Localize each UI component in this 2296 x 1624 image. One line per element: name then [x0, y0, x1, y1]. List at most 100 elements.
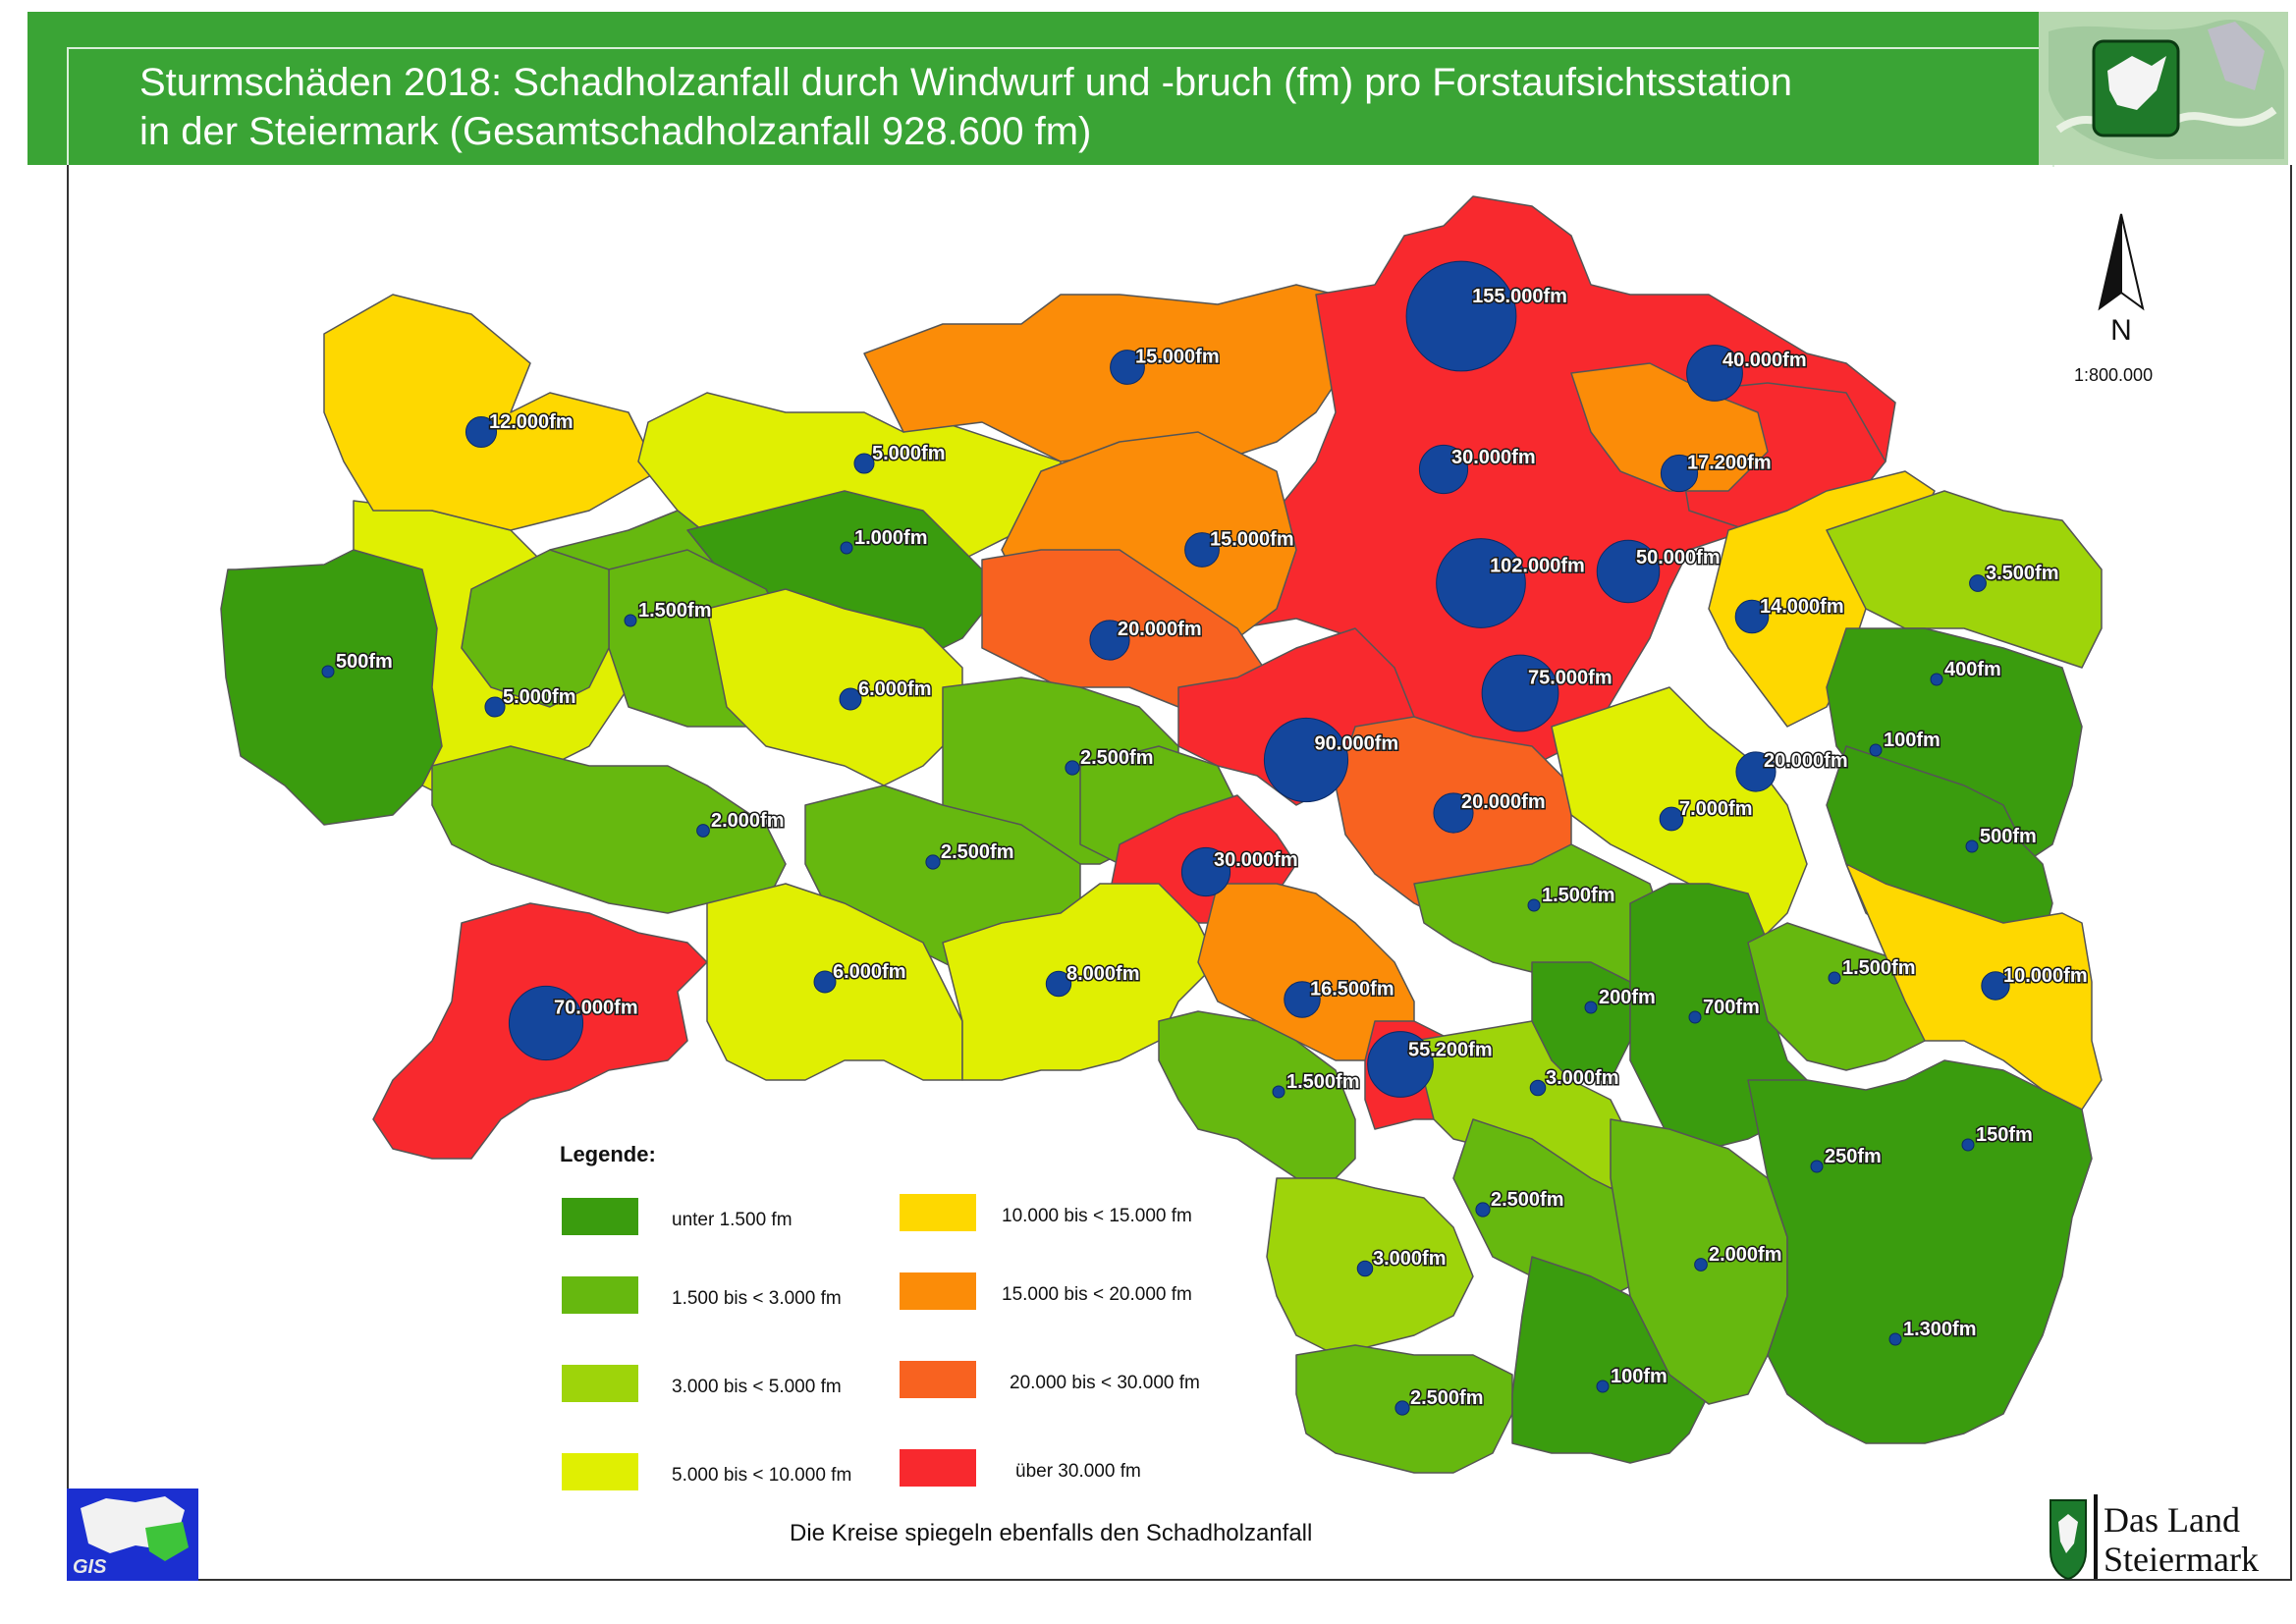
- station-circle: [1180, 846, 1231, 897]
- station-label: 6.000fm: [833, 961, 906, 983]
- legend-swatch: [562, 1198, 638, 1235]
- gis-logo-icon: GIS: [73, 1496, 189, 1578]
- station-circle: [1694, 1258, 1708, 1272]
- station-label: 100fm: [1611, 1366, 1667, 1387]
- north-label: N: [2110, 314, 2132, 347]
- station-circle: [1659, 806, 1684, 832]
- station-circle: [853, 453, 875, 474]
- station-label: 1.300fm: [1903, 1319, 1977, 1340]
- legend-swatch: [900, 1194, 976, 1231]
- station-circle: [1869, 743, 1883, 757]
- station-circle: [1394, 1400, 1410, 1416]
- station-circle: [1284, 981, 1321, 1018]
- station-label: 20.000fm: [1118, 619, 1202, 640]
- station-circle: [813, 970, 837, 994]
- station-labels: 155.000fm 40.000fm 15.000fm 12.000fm 5.000fm…: [335, 285, 2090, 1411]
- station-circle: [1734, 599, 1770, 634]
- station-label: 500fm: [336, 651, 393, 673]
- station-circle: [1433, 792, 1474, 834]
- station-label: 200fm: [1599, 987, 1656, 1008]
- station-label: 1.500fm: [1286, 1071, 1360, 1093]
- station-label: 150fm: [1976, 1124, 2033, 1146]
- legend-title: Legende:: [560, 1142, 656, 1166]
- station-circles: [321, 260, 2010, 1416]
- station-circle: [1584, 1001, 1598, 1014]
- station-label: 1.500fm: [1842, 957, 1916, 979]
- station-label: 30.000fm: [1214, 849, 1298, 871]
- station-circle: [1810, 1160, 1824, 1173]
- station-circle: [624, 614, 637, 627]
- station-label: 2.000fm: [711, 810, 785, 832]
- station-circle: [1527, 898, 1541, 912]
- title-bar: [27, 12, 2288, 165]
- station-label: 3.000fm: [1546, 1067, 1619, 1089]
- station-circle: [1969, 574, 1987, 592]
- station-label: 700fm: [1703, 997, 1760, 1018]
- legend-swatch: [562, 1453, 638, 1490]
- styria-overview-logo: [2039, 12, 2288, 165]
- station-label: 50.000fm: [1636, 547, 1721, 568]
- station-label: 5.000fm: [872, 443, 946, 464]
- station-label: 155.000fm: [1472, 286, 1567, 307]
- station-label: 3.500fm: [1986, 563, 2059, 584]
- station-circle: [1481, 654, 1559, 732]
- station-label: 90.000fm: [1315, 732, 1399, 754]
- station-circle: [1965, 839, 1979, 853]
- station-circle: [1475, 1202, 1491, 1218]
- station-circle: [1930, 673, 1943, 686]
- region-kapfenberg: [1570, 362, 1769, 492]
- station-label: 14.000fm: [1760, 596, 1844, 618]
- station-label: 2.500fm: [941, 841, 1014, 863]
- station-label: 75.000fm: [1528, 667, 1613, 688]
- station-circle: [1529, 1079, 1547, 1097]
- das-land-steiermark-logo: Das Land Steiermark: [2047, 1492, 2274, 1581]
- station-label: 102.000fm: [1490, 556, 1585, 577]
- station-circle: [321, 665, 335, 678]
- station-label: 10.000fm: [2003, 965, 2088, 987]
- gis-logo: GIS: [67, 1489, 198, 1581]
- station-circle: [1961, 1138, 1975, 1152]
- station-label: 55.200fm: [1408, 1040, 1493, 1061]
- station-label: 20.000fm: [1461, 791, 1546, 813]
- station-label: 1.500fm: [1542, 885, 1615, 906]
- station-label: 70.000fm: [554, 998, 638, 1019]
- station-label: 30.000fm: [1451, 447, 1536, 468]
- station-circle: [1688, 1010, 1702, 1024]
- station-label: 400fm: [1944, 659, 2001, 680]
- legend-label: 1.500 bis < 3.000 fm: [672, 1288, 842, 1309]
- legend-label: unter 1.500 fm: [672, 1210, 793, 1230]
- station-circle: [1981, 971, 2010, 1001]
- station-label: 2.000fm: [1709, 1244, 1782, 1266]
- station-circle: [1596, 1380, 1610, 1393]
- district-polygons: [220, 195, 2103, 1474]
- station-circle: [925, 854, 941, 870]
- station-label: 3.000fm: [1373, 1248, 1447, 1270]
- map-frame: [67, 165, 2292, 1581]
- station-label: 5.000fm: [503, 686, 576, 708]
- station-circle: [1356, 1260, 1374, 1277]
- station-circle: [1828, 971, 1841, 985]
- station-label: 16.500fm: [1310, 978, 1394, 1000]
- station-label: 100fm: [1884, 730, 1941, 751]
- station-label: 1.500fm: [638, 600, 712, 622]
- station-label: 2.500fm: [1491, 1189, 1564, 1211]
- logo-text-line-2: Steiermark: [2104, 1540, 2259, 1579]
- region-schladming-west: [220, 549, 443, 826]
- station-label: 40.000fm: [1722, 350, 1807, 371]
- legend-swatch: [900, 1272, 976, 1310]
- station-circle: [1686, 345, 1743, 402]
- legend-label: über 30.000 fm: [1015, 1461, 1141, 1482]
- station-label: 12.000fm: [489, 411, 574, 433]
- station-circle: [1184, 532, 1220, 568]
- legend-label: 3.000 bis < 5.000 fm: [672, 1377, 842, 1397]
- station-circle: [1110, 350, 1145, 385]
- north-arrow-icon: N: [2098, 213, 2145, 347]
- station-label: 15.000fm: [1210, 529, 1294, 551]
- station-circle: [839, 687, 862, 711]
- north-arrow: N: [2092, 210, 2151, 352]
- logo-text-line-1: Das Land: [2104, 1500, 2240, 1540]
- station-circle: [1065, 760, 1080, 776]
- legend-label: 10.000 bis < 15.000 fm: [1002, 1206, 1192, 1226]
- station-circle: [1888, 1332, 1902, 1346]
